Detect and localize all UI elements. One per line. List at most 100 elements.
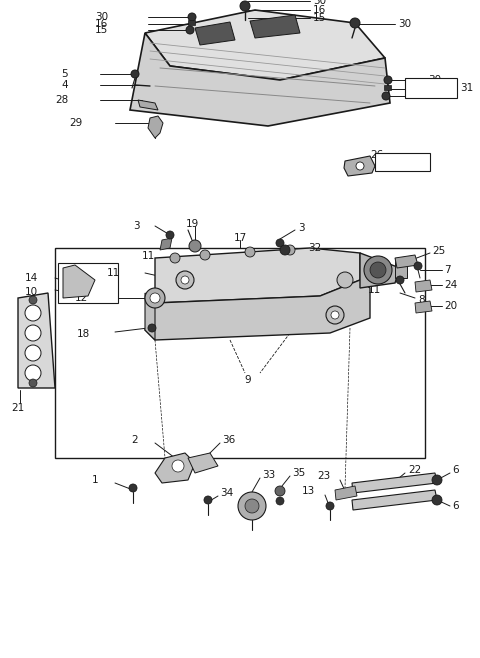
Circle shape	[276, 497, 284, 505]
Polygon shape	[335, 486, 357, 500]
Text: 9: 9	[245, 375, 252, 385]
Bar	[395, 258, 407, 278]
Text: 19: 19	[185, 219, 199, 229]
Bar	[58, 263, 118, 303]
Text: 8: 8	[418, 295, 425, 305]
Text: 21: 21	[12, 403, 24, 413]
Bar	[405, 78, 457, 98]
Circle shape	[25, 305, 41, 321]
Text: 6: 6	[452, 465, 458, 475]
Circle shape	[331, 311, 339, 319]
Circle shape	[200, 250, 210, 260]
Text: 30: 30	[95, 12, 108, 22]
Circle shape	[382, 92, 390, 100]
Text: 2: 2	[132, 435, 138, 445]
Polygon shape	[145, 280, 370, 340]
Circle shape	[189, 240, 201, 252]
Circle shape	[245, 247, 255, 257]
Circle shape	[285, 245, 295, 255]
Circle shape	[176, 271, 194, 289]
Text: 14: 14	[25, 273, 38, 283]
Text: 7: 7	[444, 265, 451, 275]
Text: 13: 13	[302, 486, 315, 496]
Text: 30: 30	[313, 0, 326, 6]
Text: 31: 31	[460, 83, 473, 93]
Circle shape	[170, 253, 180, 263]
Circle shape	[384, 76, 392, 84]
Circle shape	[129, 484, 137, 492]
Circle shape	[166, 231, 174, 239]
Text: 15: 15	[428, 91, 441, 101]
Circle shape	[188, 13, 196, 21]
Polygon shape	[63, 265, 95, 298]
Circle shape	[204, 496, 212, 504]
Text: 22: 22	[408, 465, 421, 475]
Text: 6: 6	[452, 501, 458, 511]
Text: 17: 17	[233, 233, 247, 243]
Polygon shape	[395, 255, 418, 268]
Text: 11: 11	[107, 268, 120, 278]
Text: 27: 27	[390, 157, 403, 167]
Circle shape	[245, 499, 259, 513]
Text: 4: 4	[61, 80, 68, 90]
Polygon shape	[352, 473, 437, 493]
Circle shape	[396, 276, 404, 284]
Circle shape	[25, 365, 41, 381]
Circle shape	[29, 379, 37, 387]
Text: 24: 24	[444, 280, 457, 290]
Text: 12: 12	[75, 293, 88, 303]
Circle shape	[364, 256, 392, 284]
Polygon shape	[145, 10, 385, 80]
Text: 29: 29	[69, 118, 82, 128]
Circle shape	[432, 495, 442, 505]
Circle shape	[280, 245, 290, 255]
Circle shape	[29, 296, 37, 304]
Circle shape	[414, 262, 422, 270]
Circle shape	[240, 1, 250, 11]
Circle shape	[145, 288, 165, 308]
Circle shape	[432, 475, 442, 485]
Circle shape	[150, 293, 160, 303]
Polygon shape	[18, 293, 55, 388]
Circle shape	[337, 272, 353, 288]
Text: 16: 16	[428, 84, 441, 94]
Circle shape	[186, 26, 194, 34]
Circle shape	[275, 486, 285, 496]
Text: 23: 23	[317, 471, 330, 481]
Text: 32: 32	[308, 243, 321, 253]
Polygon shape	[344, 156, 375, 176]
Circle shape	[25, 345, 41, 361]
Text: 5: 5	[61, 69, 68, 79]
Polygon shape	[195, 22, 235, 45]
Text: 26: 26	[370, 150, 383, 160]
Text: 10: 10	[25, 287, 38, 297]
Circle shape	[238, 492, 266, 520]
Text: 35: 35	[292, 468, 305, 478]
Text: 15: 15	[95, 25, 108, 35]
Circle shape	[181, 276, 189, 284]
Polygon shape	[188, 453, 218, 473]
Polygon shape	[415, 301, 432, 313]
Text: 16: 16	[313, 5, 326, 15]
Circle shape	[356, 162, 364, 170]
Text: 30: 30	[428, 75, 441, 85]
Text: 15: 15	[313, 13, 326, 23]
Bar	[384, 85, 391, 90]
Bar	[375, 153, 430, 171]
Polygon shape	[155, 248, 360, 303]
Polygon shape	[160, 238, 172, 250]
Polygon shape	[360, 253, 400, 288]
Polygon shape	[352, 490, 437, 510]
Circle shape	[326, 306, 344, 324]
Text: 28: 28	[55, 95, 68, 105]
Text: 11: 11	[142, 251, 155, 261]
Polygon shape	[145, 293, 155, 340]
Text: 30: 30	[398, 19, 411, 29]
Polygon shape	[130, 33, 390, 126]
Text: 36: 36	[222, 435, 235, 445]
Text: 11: 11	[368, 285, 381, 295]
Polygon shape	[138, 100, 158, 110]
Bar	[188, 20, 195, 25]
Circle shape	[148, 324, 156, 332]
Circle shape	[172, 460, 184, 472]
